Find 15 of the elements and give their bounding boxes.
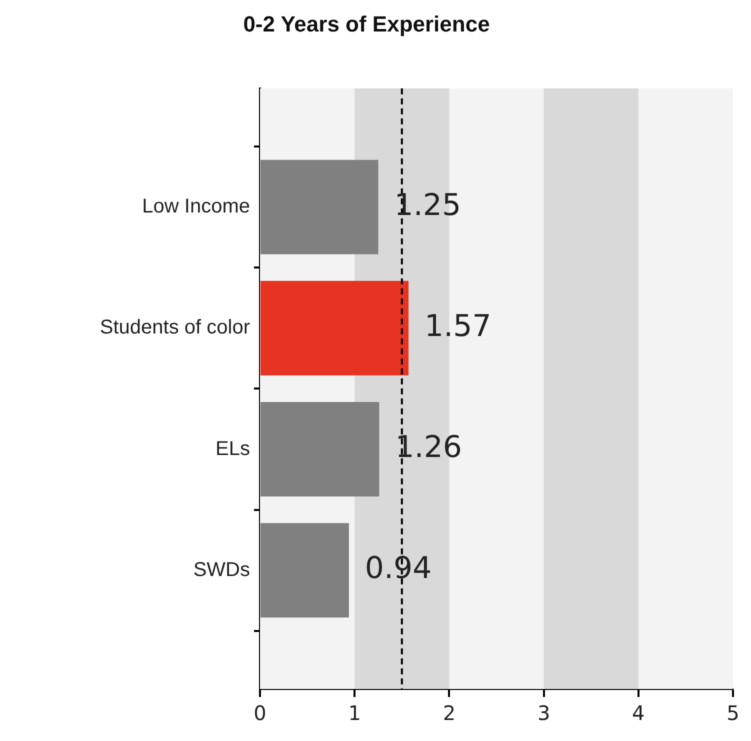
y-tick-label: SWDs	[193, 558, 250, 581]
x-tick-label: 0	[254, 701, 266, 726]
x-tick-label: 1	[348, 701, 361, 726]
y-tick-label: ELs	[216, 438, 250, 460]
x-tick-label: 3	[537, 701, 550, 726]
x-tick-label: 2	[442, 701, 456, 726]
x-tick-label: 5	[726, 701, 740, 726]
y-tick-label: Students of color	[100, 316, 250, 339]
data-label: 1.25	[394, 188, 462, 223]
x-tick-label: 4	[632, 701, 645, 726]
data-label: 0.94	[364, 551, 432, 586]
chart-title: 0-2 Years of Experience	[243, 11, 490, 36]
y-tick-label: Low Income	[142, 196, 250, 218]
data-label: 1.26	[395, 430, 462, 466]
data-label: 1.57	[424, 308, 492, 344]
